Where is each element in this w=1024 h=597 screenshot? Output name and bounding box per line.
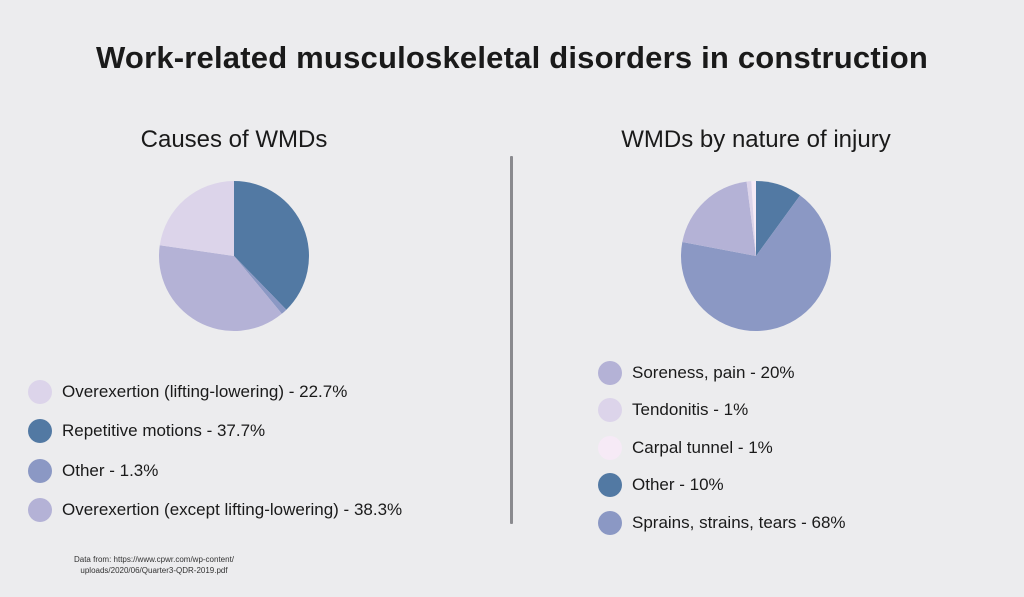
causes-slice-overexertion-lifting-lowering	[159, 181, 234, 256]
causes-legend-item-repetitive-motions: Repetitive motions - 37.7%	[28, 412, 402, 452]
causes-legend-item-overexertion-except-lifting-lowering: Overexertion (except lifting-lowering) -…	[28, 491, 402, 531]
injury-slice-other	[756, 181, 801, 256]
legend-swatch	[28, 458, 52, 483]
right-chart-title: WMDs by nature of injury	[621, 126, 891, 153]
causes-legend: Overexertion (lifting-lowering) - 22.7% R…	[28, 372, 402, 530]
legend-label: Carpal tunnel - 1%	[632, 437, 773, 457]
legend-swatch	[598, 360, 622, 385]
source-line-2: uploads/2020/06/Quarter3-QDR-2019.pdf	[80, 566, 228, 575]
center-divider	[510, 156, 513, 524]
injury-slice-sprains-strains-tears	[681, 195, 831, 331]
legend-label: Other - 1.3%	[62, 460, 159, 480]
legend-swatch	[28, 498, 52, 523]
left-chart-title: Causes of WMDs	[140, 126, 328, 153]
chart-main-title: Work-related musculoskeletal disorders i…	[96, 40, 928, 75]
causes-slice-repetitive-motions	[234, 181, 309, 310]
causes-slice-overexertion-except-lifting-lowering	[159, 245, 282, 332]
injury-slice-tendonitis	[746, 181, 756, 256]
legend-label: Repetitive motions - 37.7%	[62, 421, 266, 441]
legend-label: Tendonitis - 1%	[632, 400, 749, 420]
injury-slice-carpal-tunnel	[751, 181, 756, 256]
legend-label: Soreness, pain - 20%	[632, 362, 795, 382]
legend-swatch	[598, 435, 622, 460]
legend-label: Overexertion (except lifting-lowering) -…	[62, 500, 403, 520]
injury-legend-item-soreness-pain: Soreness, pain - 20%	[598, 354, 846, 392]
legend-swatch	[28, 419, 52, 444]
causes-legend-item-overexertion-lifting-lowering: Overexertion (lifting-lowering) - 22.7%	[28, 372, 402, 412]
causes-slice-other	[234, 256, 287, 314]
injury-legend-item-carpal-tunnel: Carpal tunnel - 1%	[598, 429, 846, 467]
causes-pie-chart	[159, 181, 309, 332]
legend-label: Overexertion (lifting-lowering) - 22.7%	[62, 381, 348, 401]
legend-label: Other - 10%	[632, 475, 724, 495]
injury-legend-item-tendonitis: Tendonitis - 1%	[598, 392, 846, 430]
causes-legend-item-other: Other - 1.3%	[28, 451, 402, 491]
legend-swatch	[28, 379, 52, 404]
legend-swatch	[598, 398, 622, 423]
injury-nature-legend: Soreness, pain - 20% Tendonitis - 1% Carpa…	[598, 354, 846, 542]
injury-legend-item-other: Other - 10%	[598, 467, 846, 505]
source-line-1: Data from: https://www.cpwr.com/wp-conte…	[73, 555, 235, 564]
injury-slice-soreness-pain	[682, 181, 756, 256]
injury-legend-item-sprains-strains-tears: Sprains, strains, tears - 68%	[598, 504, 846, 542]
data-source-note: Data from: https://www.cpwr.com/wp-conte…	[44, 554, 264, 576]
injury-nature-pie-chart	[681, 181, 831, 331]
legend-swatch	[598, 473, 622, 498]
legend-label: Sprains, strains, tears - 68%	[632, 512, 846, 532]
legend-swatch	[598, 510, 622, 535]
